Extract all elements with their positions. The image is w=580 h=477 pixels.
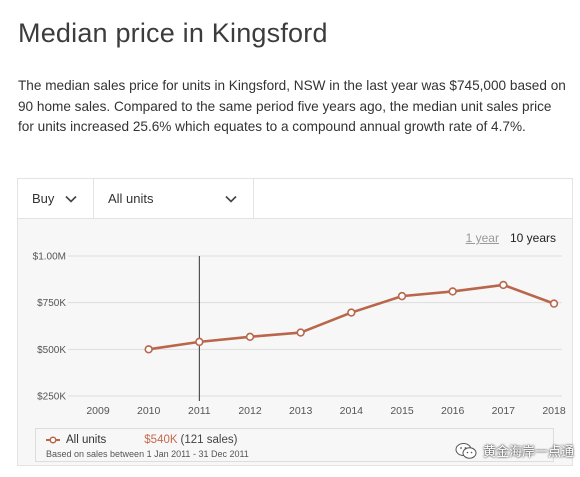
y-tick-label: $250K xyxy=(37,392,66,403)
data-point[interactable] xyxy=(397,291,407,301)
series-line xyxy=(148,283,555,351)
x-tick-label: 2010 xyxy=(137,405,161,417)
median-price-widget: Buy All units 1 year 10 years $1.00M $750… xyxy=(17,178,573,466)
price-summary-text: The median sales price for units in King… xyxy=(18,78,566,134)
x-tick-label: 2014 xyxy=(340,405,364,417)
x-tick-label: 2013 xyxy=(289,405,313,417)
legend-date-range-note: Based on sales between 1 Jan 2011 - 31 D… xyxy=(46,449,249,459)
watermark: 黄金海岸一点通 xyxy=(455,441,574,460)
chevron-down-icon xyxy=(225,195,237,203)
legend-sales-count: (121 sales) xyxy=(180,434,238,446)
x-tick-label: 2018 xyxy=(542,405,566,417)
data-point[interactable] xyxy=(549,299,559,308)
x-tick-label: 2015 xyxy=(390,405,414,417)
y-tick-label: $500K xyxy=(37,345,66,356)
buy-rent-dropdown[interactable]: Buy xyxy=(18,179,94,218)
data-point[interactable] xyxy=(347,308,356,317)
wechat-icon xyxy=(455,442,477,459)
line-with-circle-icon xyxy=(46,436,60,444)
y-tick-label: $750K xyxy=(37,298,66,309)
filter-bar: Buy All units xyxy=(18,179,572,219)
data-point[interactable] xyxy=(245,332,255,342)
y-tick-label: $1.00M xyxy=(33,252,66,263)
legend-series-label: All units xyxy=(66,434,107,446)
data-point[interactable] xyxy=(499,280,508,290)
data-point[interactable] xyxy=(144,345,153,354)
page-title: Median price in Kingsford xyxy=(18,18,328,48)
x-tick-label: 2011 xyxy=(188,405,211,417)
range-option-10-years[interactable]: 10 years xyxy=(509,231,556,245)
x-tick-label: 2012 xyxy=(238,405,262,417)
property-type-dropdown[interactable]: All units xyxy=(94,179,254,218)
property-type-dropdown-value: All units xyxy=(108,191,154,206)
legend-median-value: $540K xyxy=(144,434,178,446)
buy-rent-dropdown-value: Buy xyxy=(32,191,55,206)
x-tick-label: 2009 xyxy=(86,405,110,417)
time-range-toggle: 1 year 10 years xyxy=(466,231,556,245)
data-point[interactable] xyxy=(296,328,305,337)
watermark-text: 黄金海岸一点通 xyxy=(482,444,574,459)
range-option-1-year[interactable]: 1 year xyxy=(465,231,499,245)
data-point[interactable] xyxy=(448,287,457,296)
x-tick-label: 2016 xyxy=(441,405,465,417)
chevron-down-icon xyxy=(65,195,77,203)
median-price-line-chart[interactable]: $1.00M $750K $500K $250K 2009 2010 2011 2012 201… xyxy=(18,179,574,429)
data-point[interactable] xyxy=(195,337,204,347)
x-tick-label: 2017 xyxy=(492,405,516,417)
